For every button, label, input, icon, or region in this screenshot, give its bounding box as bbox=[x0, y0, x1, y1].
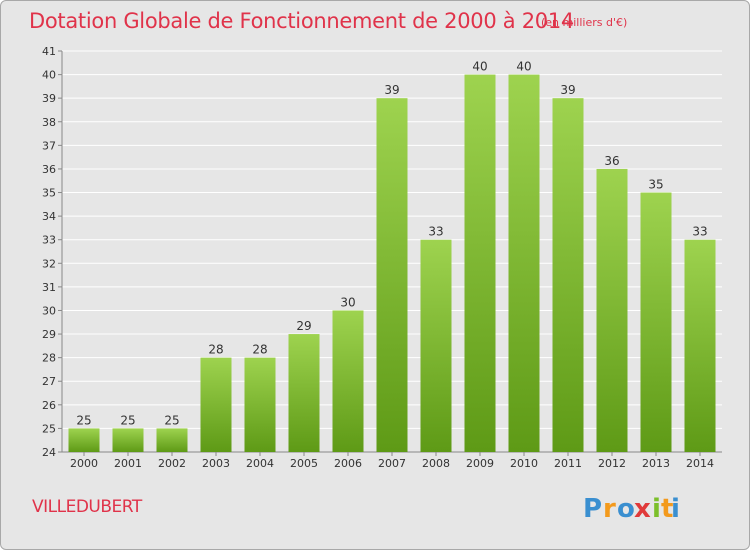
data-label: 30 bbox=[340, 295, 355, 309]
y-tick-label: 40 bbox=[42, 69, 56, 82]
bar-2003 bbox=[200, 357, 232, 452]
data-label: 39 bbox=[384, 83, 399, 97]
x-tick-label: 2010 bbox=[510, 457, 538, 470]
bar-2000 bbox=[68, 428, 100, 452]
x-tick-label: 2002 bbox=[158, 457, 186, 470]
y-tick-label: 25 bbox=[42, 422, 56, 435]
bar-2008 bbox=[420, 239, 452, 452]
bar-2010 bbox=[508, 74, 540, 453]
logo-letter: r bbox=[603, 494, 616, 524]
y-tick-label: 38 bbox=[42, 116, 56, 129]
x-tick-label: 2009 bbox=[466, 457, 494, 470]
y-tick-label: 26 bbox=[42, 399, 56, 412]
bar-2014 bbox=[684, 239, 716, 452]
x-tick-label: 2000 bbox=[70, 457, 98, 470]
x-tick-labels: 2000 2001 2002 2003 2004 2005 2006 2007 2008 2009… bbox=[70, 452, 714, 470]
bar-2012 bbox=[596, 168, 628, 453]
bar-2011 bbox=[552, 98, 584, 453]
x-tick-label: 2003 bbox=[202, 457, 230, 470]
data-label: 28 bbox=[252, 343, 267, 357]
x-tick-label: 2008 bbox=[422, 457, 450, 470]
commune-name: VILLEDUBERT bbox=[32, 497, 142, 517]
y-tick-label: 30 bbox=[42, 304, 56, 317]
logo-letter: P bbox=[583, 494, 602, 524]
y-tick-label: 37 bbox=[42, 139, 56, 152]
logo-letter: i bbox=[671, 494, 680, 524]
y-tick-label: 36 bbox=[42, 163, 56, 176]
logo-letter: t bbox=[661, 494, 673, 524]
bar-2002 bbox=[156, 428, 188, 452]
y-tick-label: 28 bbox=[42, 352, 56, 365]
x-tick-label: 2007 bbox=[378, 457, 406, 470]
x-tick-label: 2014 bbox=[686, 457, 714, 470]
y-tick-label: 24 bbox=[42, 446, 56, 459]
x-tick-label: 2005 bbox=[290, 457, 318, 470]
y-tick-labels: 24 25 26 27 28 29 30 31 32 33 34 35 36 37 38 39 40 41 bbox=[42, 45, 56, 459]
data-label: 25 bbox=[76, 413, 91, 427]
data-label: 40 bbox=[516, 60, 531, 74]
x-tick-label: 2013 bbox=[642, 457, 670, 470]
data-label: 29 bbox=[296, 319, 311, 333]
data-label: 39 bbox=[560, 83, 575, 97]
y-tick-label: 34 bbox=[42, 210, 56, 223]
data-label: 36 bbox=[604, 154, 619, 168]
y-tick-label: 29 bbox=[42, 328, 56, 341]
y-tick-label: 31 bbox=[42, 281, 56, 294]
bar-2005 bbox=[288, 334, 320, 452]
bars bbox=[68, 74, 716, 453]
logo-letter: o bbox=[617, 494, 635, 524]
data-label: 28 bbox=[208, 343, 223, 357]
y-tick-label: 39 bbox=[42, 92, 56, 105]
x-tick-label: 2011 bbox=[554, 457, 582, 470]
bar-2009 bbox=[464, 74, 496, 453]
y-tick-label: 35 bbox=[42, 187, 56, 200]
data-labels: 25 25 25 28 28 29 30 39 33 40 40 39 36 35 33 bbox=[76, 60, 707, 428]
data-label: 35 bbox=[648, 178, 663, 192]
data-label: 25 bbox=[164, 413, 179, 427]
bar-2007 bbox=[376, 98, 408, 453]
x-tick-label: 2001 bbox=[114, 457, 142, 470]
bar-2001 bbox=[112, 428, 144, 452]
logo-letter: i bbox=[652, 494, 661, 524]
data-label: 33 bbox=[428, 225, 443, 239]
logo-letter: x bbox=[634, 494, 651, 524]
data-label: 40 bbox=[472, 60, 487, 74]
chart-title: Dotation Globale de Fonctionnement de 20… bbox=[29, 9, 574, 33]
bar-2004 bbox=[244, 357, 276, 452]
x-tick-label: 2012 bbox=[598, 457, 626, 470]
bar-2006 bbox=[332, 310, 364, 452]
x-tick-label: 2004 bbox=[246, 457, 274, 470]
data-label: 25 bbox=[120, 413, 135, 427]
y-tick-label: 27 bbox=[42, 375, 56, 388]
y-tick-label: 41 bbox=[42, 45, 56, 58]
x-tick-label: 2006 bbox=[334, 457, 362, 470]
bar-2013 bbox=[640, 192, 672, 452]
y-tick-label: 33 bbox=[42, 234, 56, 247]
data-label: 33 bbox=[692, 225, 707, 239]
y-tick-label: 32 bbox=[42, 257, 56, 270]
chart-unit: (en milliers d'€) bbox=[541, 16, 628, 29]
